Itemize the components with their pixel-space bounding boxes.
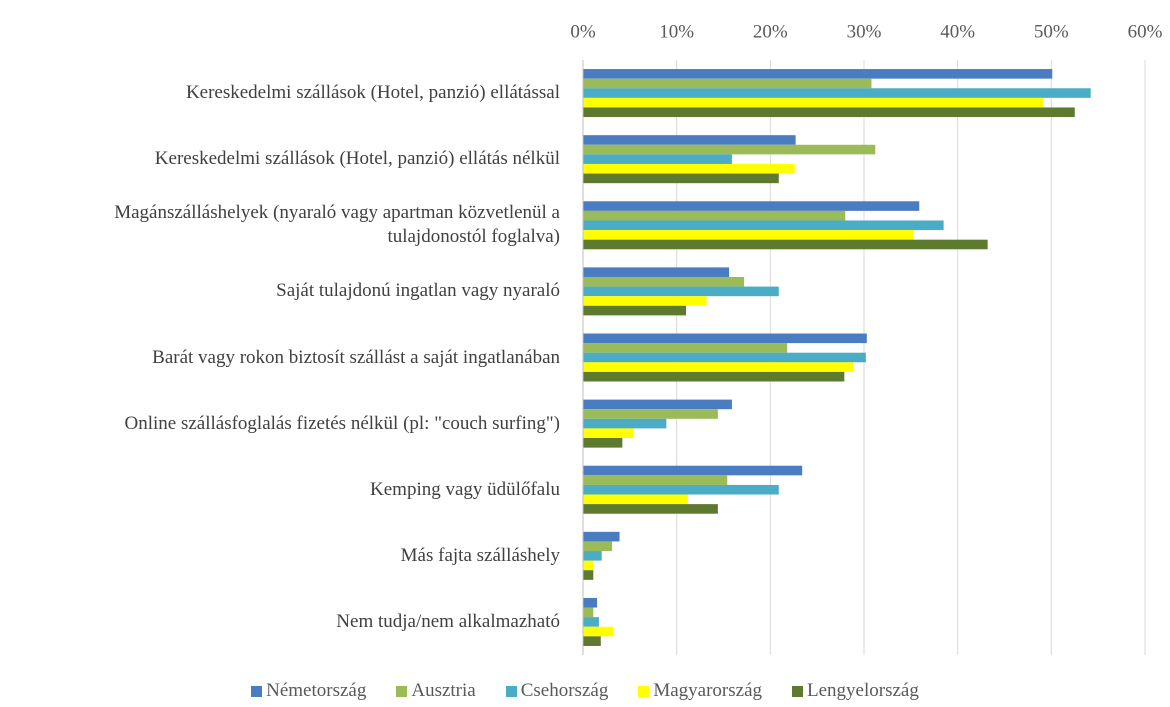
category-label: Barát vagy rokon biztosít szállást a saj… bbox=[152, 346, 560, 368]
bar bbox=[583, 607, 594, 618]
bar bbox=[583, 352, 866, 363]
bar bbox=[583, 399, 732, 410]
bar bbox=[583, 560, 594, 571]
bar bbox=[583, 409, 718, 419]
bar bbox=[583, 154, 732, 164]
legend-swatch bbox=[792, 685, 804, 697]
category-label: Magánszálláshelyek (nyaraló vagy apartma… bbox=[114, 202, 560, 248]
legend-item: Csehország bbox=[505, 680, 609, 702]
bar bbox=[583, 371, 845, 382]
bar bbox=[583, 230, 914, 240]
bar bbox=[583, 144, 876, 155]
x-tick-label: 10% bbox=[659, 21, 694, 42]
legend-label: Lengyelország bbox=[807, 680, 919, 701]
bar bbox=[583, 438, 623, 448]
bar bbox=[583, 286, 779, 297]
legend-label: Németország bbox=[266, 680, 367, 701]
bar bbox=[583, 362, 854, 372]
category-label: Saját tulajdonú ingatlan vagy nyaraló bbox=[276, 280, 560, 302]
bar bbox=[583, 475, 728, 485]
bar bbox=[583, 570, 594, 580]
category-label: Online szállásfoglalás fizetés nélkül (p… bbox=[124, 412, 561, 434]
legend-swatch bbox=[251, 685, 263, 697]
legend-item: Németország bbox=[251, 680, 366, 702]
legend-label: Ausztria bbox=[411, 680, 476, 701]
bar bbox=[583, 220, 944, 231]
bar bbox=[583, 163, 795, 174]
x-tick-label: 40% bbox=[940, 21, 975, 42]
legend-item: Magyarország bbox=[638, 680, 762, 702]
bar bbox=[583, 597, 598, 608]
bar bbox=[583, 504, 718, 514]
category-label: Kereskedelmi szállások (Hotel, panzió) e… bbox=[185, 82, 560, 104]
bar bbox=[583, 201, 920, 211]
bar bbox=[583, 239, 988, 250]
bar bbox=[583, 541, 613, 552]
legend-label: Magyarország bbox=[653, 680, 763, 701]
bar bbox=[583, 276, 745, 287]
bar bbox=[583, 296, 707, 306]
category-label: Nem tudja/nem alkalmazható bbox=[336, 610, 560, 632]
bar bbox=[583, 418, 667, 429]
bar bbox=[583, 69, 1053, 79]
bar bbox=[583, 484, 779, 495]
bar bbox=[583, 636, 601, 646]
bar bbox=[583, 626, 613, 637]
x-tick-label: 20% bbox=[753, 21, 788, 42]
bar bbox=[583, 107, 1075, 118]
legend-swatch bbox=[638, 685, 650, 697]
bar bbox=[583, 531, 620, 542]
bar bbox=[583, 88, 1091, 98]
x-tick-label: 50% bbox=[1034, 21, 1069, 42]
bar bbox=[583, 267, 730, 277]
bar bbox=[583, 305, 687, 316]
category-label: Más fajta szálláshely bbox=[400, 544, 560, 566]
bar bbox=[583, 333, 867, 344]
legend-swatch bbox=[396, 685, 408, 697]
x-tick-label: 30% bbox=[847, 21, 882, 42]
legend-item: Ausztria bbox=[396, 680, 476, 702]
bar bbox=[583, 343, 788, 353]
bar bbox=[583, 97, 1043, 108]
category-label: Kemping vagy üdülőfalu bbox=[370, 478, 560, 500]
bar bbox=[583, 173, 779, 184]
bar bbox=[583, 551, 602, 561]
bar bbox=[583, 428, 634, 439]
x-tick-label: 0% bbox=[570, 21, 596, 42]
bar bbox=[583, 210, 846, 221]
x-tick-label: 60% bbox=[1128, 21, 1163, 42]
bar bbox=[583, 465, 803, 476]
bar bbox=[583, 78, 872, 89]
bar bbox=[583, 617, 599, 627]
legend-label: Csehország bbox=[520, 680, 609, 701]
legend-swatch bbox=[505, 685, 517, 697]
bar bbox=[583, 135, 796, 145]
category-label: Kereskedelmi szállások (Hotel, panzió) e… bbox=[154, 148, 560, 170]
legend-item: Lengyelország bbox=[792, 680, 919, 702]
legend: Németország Ausztria Csehország Magyarorszá… bbox=[0, 680, 1170, 702]
bar bbox=[583, 494, 688, 505]
